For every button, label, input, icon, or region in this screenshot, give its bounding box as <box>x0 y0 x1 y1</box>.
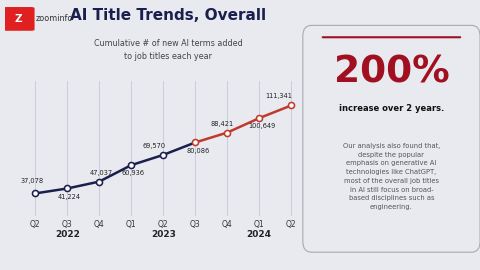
Text: Q3: Q3 <box>62 220 72 229</box>
Text: 100,649: 100,649 <box>249 123 276 129</box>
Text: Q3: Q3 <box>190 220 201 229</box>
FancyBboxPatch shape <box>303 25 480 252</box>
Text: Q4: Q4 <box>222 220 233 229</box>
Text: Q2: Q2 <box>30 220 40 229</box>
Text: 200%: 200% <box>334 55 449 91</box>
Text: Q1: Q1 <box>254 220 264 229</box>
Text: 2022: 2022 <box>55 230 80 239</box>
Text: 2023: 2023 <box>151 230 176 239</box>
Text: 111,341: 111,341 <box>265 93 292 99</box>
Text: Q4: Q4 <box>94 220 105 229</box>
Text: 2024: 2024 <box>247 230 272 239</box>
FancyBboxPatch shape <box>2 7 35 31</box>
Text: increase over 2 years.: increase over 2 years. <box>339 104 444 113</box>
Text: 37,078: 37,078 <box>21 178 44 184</box>
Text: zoominfo: zoominfo <box>36 14 73 23</box>
Text: 80,086: 80,086 <box>187 148 210 154</box>
Text: 88,421: 88,421 <box>211 121 234 127</box>
Text: 60,936: 60,936 <box>121 170 144 176</box>
Text: Z: Z <box>14 14 22 24</box>
Text: Our analysis also found that,
despite the popular
emphasis on generative AI
tech: Our analysis also found that, despite th… <box>343 143 440 210</box>
Text: AI Title Trends, Overall: AI Title Trends, Overall <box>70 8 266 23</box>
Text: Q2: Q2 <box>286 220 297 229</box>
Text: Q1: Q1 <box>126 220 136 229</box>
Text: 41,224: 41,224 <box>57 194 80 200</box>
Text: Cumulative # of new AI terms added
to job titles each year: Cumulative # of new AI terms added to jo… <box>94 39 242 61</box>
Text: 69,570: 69,570 <box>142 143 165 149</box>
Text: Q2: Q2 <box>158 220 168 229</box>
Text: 47,037: 47,037 <box>89 170 112 176</box>
